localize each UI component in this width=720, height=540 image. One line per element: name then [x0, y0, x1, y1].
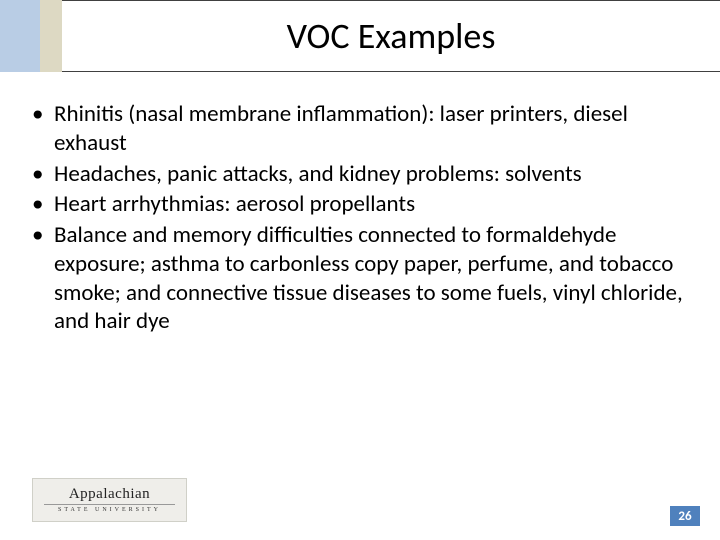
- bullet-list: Rhinitis (nasal membrane inflammation): …: [28, 100, 698, 336]
- list-item: Rhinitis (nasal membrane inflammation): …: [28, 100, 698, 158]
- page-number-badge: 26: [670, 506, 700, 526]
- list-item: Heart arrhythmias: aerosol propellants: [28, 190, 698, 219]
- header-band: VOC Examples: [0, 0, 720, 72]
- list-item: Balance and memory difficulties connecte…: [28, 221, 698, 336]
- content-area: Rhinitis (nasal membrane inflammation): …: [28, 100, 698, 338]
- title-box: VOC Examples: [62, 0, 720, 72]
- header-left-blue-strip: [0, 0, 40, 72]
- page-number: 26: [678, 509, 691, 524]
- list-item: Headaches, panic attacks, and kidney pro…: [28, 160, 698, 189]
- logo-subtitle: STATE UNIVERSITY: [44, 504, 175, 513]
- header-left-tan-strip: [40, 0, 62, 72]
- logo-name: Appalachian: [69, 487, 150, 502]
- university-logo: Appalachian STATE UNIVERSITY: [32, 478, 187, 522]
- slide-title: VOC Examples: [287, 14, 496, 58]
